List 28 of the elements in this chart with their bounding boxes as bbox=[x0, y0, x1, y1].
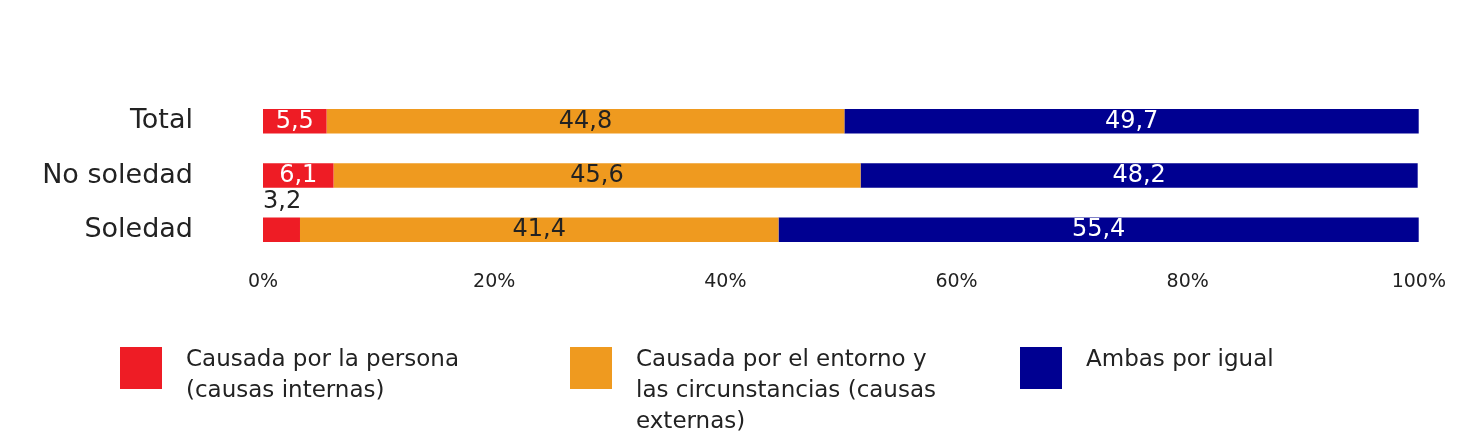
y-tick-label: Soledad bbox=[84, 211, 193, 243]
x-tick-label: 100% bbox=[1391, 269, 1446, 292]
x-tick-label: 60% bbox=[935, 269, 978, 292]
legend-label: Causada por la persona (causas internas) bbox=[186, 344, 460, 404]
y-tick-label: No soledad bbox=[42, 157, 193, 189]
bar bbox=[326, 109, 845, 134]
bar bbox=[263, 217, 300, 242]
bar bbox=[844, 109, 1419, 134]
data-label: 55,4 bbox=[1071, 213, 1126, 242]
data-label: 3,2 bbox=[263, 185, 302, 214]
x-tick-label: 0% bbox=[247, 269, 279, 292]
bar bbox=[860, 163, 1418, 188]
bar bbox=[299, 217, 779, 242]
legend-label: Ambas por igual bbox=[1086, 344, 1275, 373]
bar bbox=[778, 217, 1419, 242]
data-label: 48,2 bbox=[1112, 159, 1166, 188]
x-tick-label: 20% bbox=[473, 269, 516, 292]
y-tick-label: Total bbox=[128, 103, 193, 135]
bar bbox=[333, 163, 861, 188]
data-label: 5,5 bbox=[275, 105, 314, 134]
data-label: 41,4 bbox=[512, 213, 566, 242]
x-tick-label: 80% bbox=[1166, 269, 1209, 292]
data-label: 6,1 bbox=[279, 159, 318, 188]
data-label: 49,7 bbox=[1104, 105, 1159, 134]
data-label: 44,8 bbox=[558, 105, 613, 134]
legend-label: Causada por el entorno y las circunstancias (causas externas) bbox=[636, 344, 937, 435]
data-label: 45,6 bbox=[570, 159, 624, 188]
x-tick-label: 40% bbox=[704, 269, 747, 292]
